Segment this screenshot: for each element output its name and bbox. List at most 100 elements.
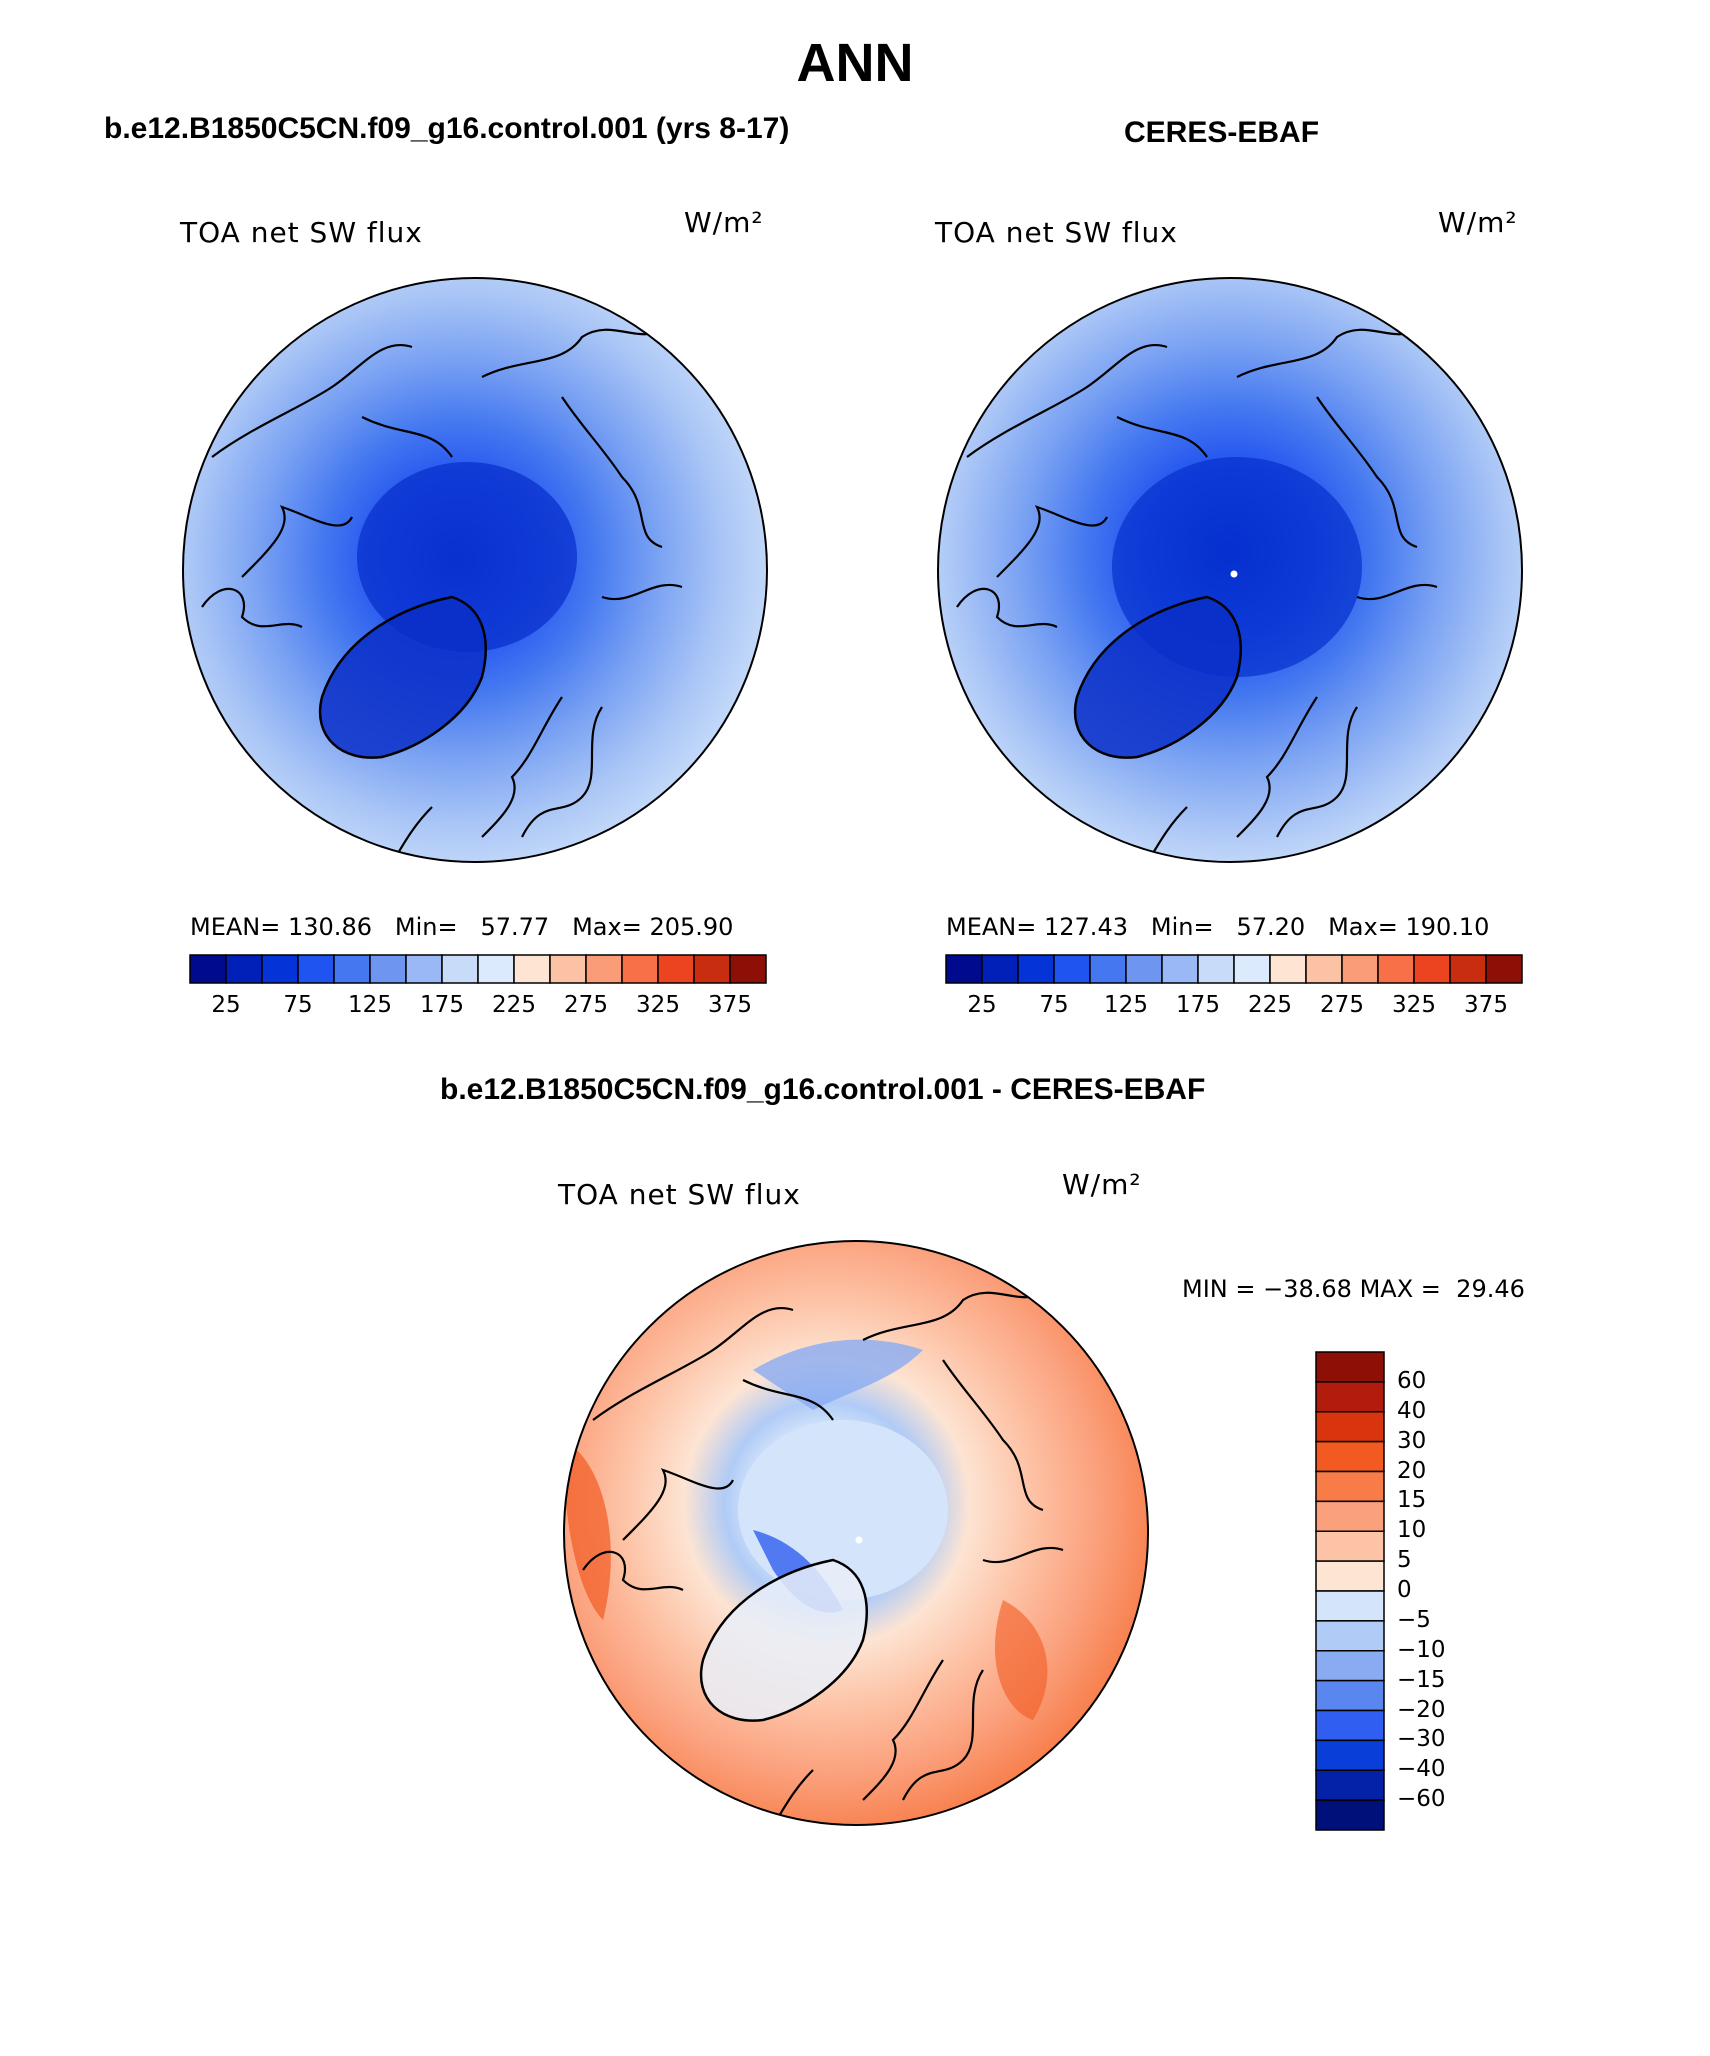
obs-colorbar	[945, 954, 1523, 984]
colorbar-swatch	[369, 954, 407, 984]
obs-units-label: W/m²	[1438, 206, 1518, 239]
greenland-region	[320, 597, 486, 758]
colorbar-swatch	[1315, 1679, 1385, 1712]
colorbar-swatch	[1377, 954, 1415, 984]
greenland-region	[701, 1560, 867, 1721]
colorbar-tick-label: 0	[1397, 1577, 1412, 1603]
colorbar-swatch	[333, 954, 371, 984]
colorbar-swatch	[225, 954, 263, 984]
diff-heading: b.e12.B1850C5CN.f09_g16.control.001 - CE…	[440, 1073, 1206, 1106]
min-value: 57.20	[1236, 913, 1306, 941]
colorbar-tick-label: 225	[492, 992, 536, 1018]
colorbar-tick-label: 15	[1397, 1487, 1427, 1514]
colorbar-swatch	[1305, 954, 1343, 984]
diff-positive-region	[564, 1440, 611, 1620]
max-value: 190.10	[1405, 913, 1490, 941]
max-value: 205.90	[649, 913, 734, 941]
colorbar-tick-label: 375	[708, 992, 752, 1018]
colorbar-swatch	[729, 954, 767, 984]
diff-variable-label: TOA net SW flux	[558, 1178, 801, 1211]
colorbar-swatch	[1315, 1709, 1385, 1742]
colorbar-swatch	[1089, 954, 1127, 984]
colorbar-tick-label: −10	[1397, 1636, 1446, 1663]
colorbar-swatch	[693, 954, 731, 984]
coastline	[481, 326, 683, 600]
diff-min-value: −38.68	[1263, 1275, 1352, 1303]
colorbar-tick-label: 10	[1397, 1517, 1427, 1544]
colorbar-swatch	[1315, 1351, 1385, 1383]
diff-polar-map	[563, 1240, 1149, 1826]
colorbar-tick-label: 125	[1104, 992, 1148, 1018]
obs-polar-map	[937, 277, 1523, 863]
colorbar-swatch	[1315, 1650, 1385, 1682]
coastline	[582, 1307, 834, 1592]
model-variable-label: TOA net SW flux	[180, 216, 423, 249]
colorbar-tick-label: 60	[1397, 1367, 1427, 1394]
colorbar-swatch	[1485, 954, 1523, 984]
obs-variable-label: TOA net SW flux	[935, 216, 1178, 249]
colorbar-swatch	[1315, 1470, 1385, 1503]
colorbar-tick-label: 30	[1397, 1427, 1427, 1454]
colorbar-swatch	[1315, 1620, 1385, 1652]
colorbar-swatch	[1449, 954, 1487, 984]
colorbar-swatch	[297, 954, 335, 984]
coastline	[1236, 326, 1438, 600]
colorbar-swatch	[1125, 954, 1163, 984]
coastline	[956, 344, 1208, 629]
diff-colorbar	[1315, 1351, 1385, 1831]
main-title: ANN	[796, 33, 914, 93]
max-label: Max=	[572, 913, 642, 941]
obs-panel-heading: CERES-EBAF	[1124, 116, 1320, 149]
model-colorbar	[189, 954, 767, 984]
north-pole-marker	[1230, 570, 1238, 578]
obs-stats: MEAN= 127.43 Min= 57.20 Max= 190.10	[946, 913, 1489, 941]
colorbar-swatch	[1315, 1500, 1385, 1532]
diff-min-label: MIN =	[1182, 1275, 1256, 1303]
colorbar-tick-label: 325	[636, 992, 680, 1018]
colorbar-swatch	[585, 954, 623, 984]
colorbar-swatch	[441, 954, 479, 984]
colorbar-swatch	[1315, 1411, 1385, 1443]
colorbar-swatch	[1315, 1381, 1385, 1413]
colorbar-tick-label: 225	[1248, 992, 1292, 1018]
colorbar-tick-label: −15	[1397, 1666, 1446, 1693]
colorbar-tick-label: 75	[283, 992, 313, 1018]
mean-value: 130.86	[288, 913, 372, 941]
diff-positive-region	[994, 1600, 1048, 1720]
colorbar-swatch	[1017, 954, 1055, 984]
colorbar-swatch	[1315, 1739, 1385, 1771]
coastline	[862, 1289, 1064, 1563]
north-pole-marker	[855, 1536, 863, 1544]
colorbar-swatch	[477, 954, 515, 984]
model-units-label: W/m²	[684, 206, 764, 239]
colorbar-tick-label: 75	[1039, 992, 1069, 1018]
colorbar-tick-label: 20	[1397, 1457, 1427, 1484]
colorbar-swatch	[1315, 1799, 1385, 1831]
colorbar-tick-label: 125	[348, 992, 392, 1018]
colorbar-swatch	[1233, 954, 1271, 984]
mean-label: MEAN=	[946, 913, 1037, 941]
colorbar-swatch	[1315, 1769, 1385, 1801]
min-value: 57.77	[480, 913, 550, 941]
colorbar-tick-label: −20	[1397, 1696, 1446, 1723]
diff-units-label: W/m²	[1062, 1168, 1142, 1201]
mean-value: 127.43	[1044, 913, 1128, 941]
colorbar-tick-label: 275	[1320, 992, 1364, 1018]
colorbar-swatch	[945, 954, 983, 984]
coastline	[1073, 595, 1242, 759]
colorbar-swatch	[1161, 954, 1199, 984]
coastline	[318, 595, 487, 759]
colorbar-swatch	[1341, 954, 1379, 984]
colorbar-swatch	[1315, 1440, 1385, 1473]
colorbar-swatch	[1269, 954, 1307, 984]
model-panel-heading: b.e12.B1850C5CN.f09_g16.control.001 (yrs…	[104, 112, 790, 145]
min-label: Min=	[394, 913, 458, 941]
colorbar-swatch	[405, 954, 443, 984]
colorbar-tick-label: 175	[420, 992, 464, 1018]
mean-label: MEAN=	[190, 913, 281, 941]
colorbar-swatch	[1315, 1560, 1385, 1592]
colorbar-tick-label: 375	[1464, 992, 1508, 1018]
colorbar-tick-label: −40	[1397, 1756, 1446, 1783]
colorbar-swatch	[1315, 1530, 1385, 1562]
colorbar-swatch	[1315, 1590, 1385, 1622]
